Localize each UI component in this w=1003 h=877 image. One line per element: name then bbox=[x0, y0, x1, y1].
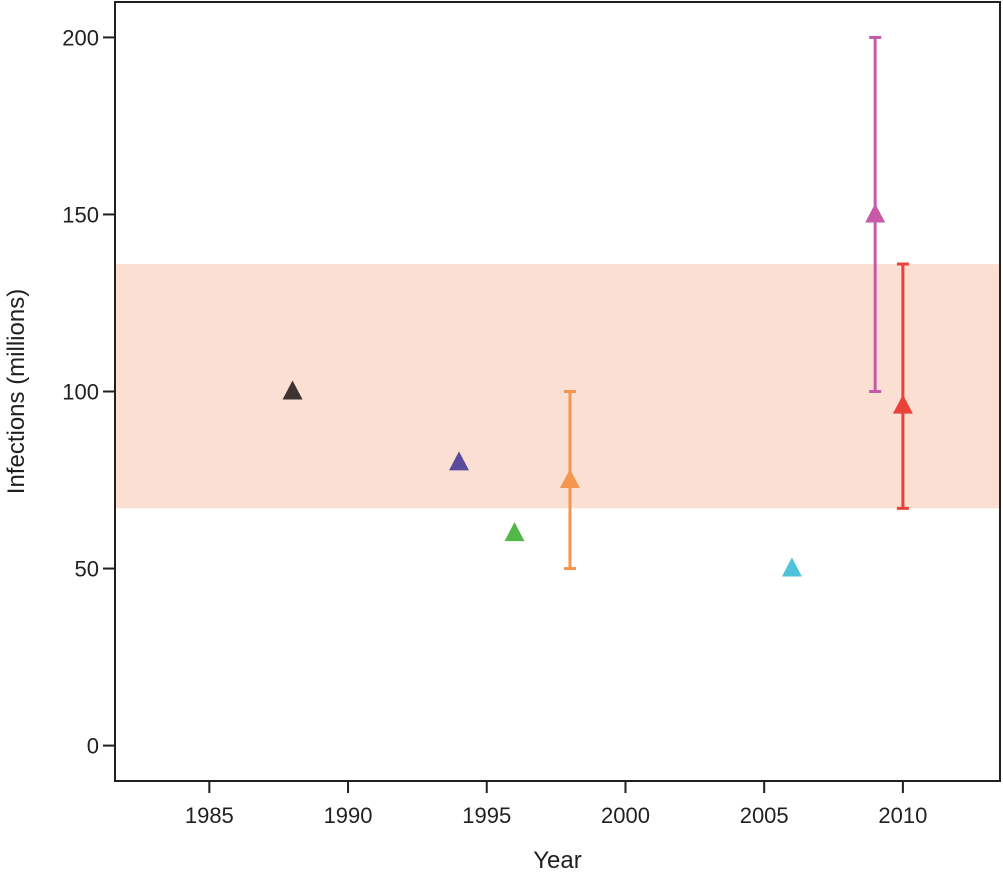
x-tick-label: 1995 bbox=[462, 803, 511, 828]
data-point-triangle bbox=[282, 380, 303, 400]
data-point-triangle bbox=[865, 203, 886, 223]
data-point-triangle bbox=[892, 394, 913, 414]
data-point-triangle bbox=[504, 522, 525, 542]
x-tick-label: 1990 bbox=[324, 803, 373, 828]
shaded-range-band-layer bbox=[115, 264, 1000, 509]
y-tick-label: 150 bbox=[62, 202, 99, 227]
y-axis-title: Infections (millions) bbox=[3, 289, 30, 494]
y-tick-label: 50 bbox=[75, 557, 99, 582]
x-tick-label: 2000 bbox=[601, 803, 650, 828]
data-point-triangle bbox=[449, 451, 470, 471]
y-tick-label: 200 bbox=[62, 25, 99, 50]
data-point-triangle bbox=[781, 557, 802, 577]
x-tick-label: 1985 bbox=[185, 803, 234, 828]
x-tick-label: 2005 bbox=[740, 803, 789, 828]
y-tick-label: 100 bbox=[62, 380, 99, 405]
shaded-range-band bbox=[115, 264, 1000, 509]
axes-layer: 0 50 100 150 200 1985 1990 1995 2000 2005 2010 bbox=[62, 1, 1001, 828]
x-axis-title: Year bbox=[533, 847, 582, 874]
data-point-triangle bbox=[559, 469, 580, 489]
data-marks-layer bbox=[282, 35, 913, 577]
x-tick-label: 2010 bbox=[878, 803, 927, 828]
y-tick-label: 0 bbox=[87, 734, 99, 759]
